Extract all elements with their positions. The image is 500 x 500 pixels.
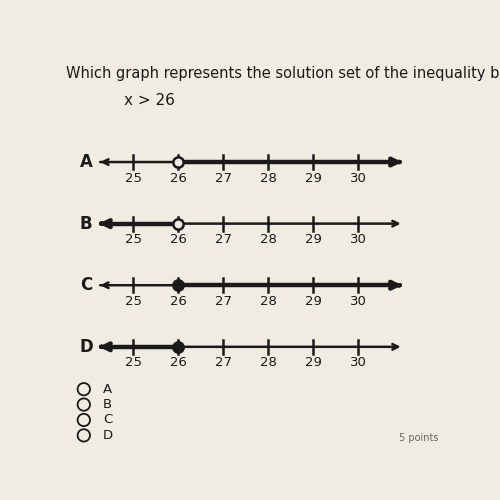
Text: C: C xyxy=(80,276,92,294)
Text: 25: 25 xyxy=(125,234,142,246)
Circle shape xyxy=(78,383,90,396)
Text: 28: 28 xyxy=(260,356,277,370)
Text: 29: 29 xyxy=(305,234,322,246)
Text: 5 points: 5 points xyxy=(399,433,438,443)
Text: 30: 30 xyxy=(350,234,367,246)
Text: 26: 26 xyxy=(170,356,187,370)
Text: 26: 26 xyxy=(170,234,187,246)
Text: A: A xyxy=(80,153,93,171)
Text: 27: 27 xyxy=(215,295,232,308)
Text: Which graph represents the solution set of the inequality below?: Which graph represents the solution set … xyxy=(66,66,500,81)
Text: x > 26: x > 26 xyxy=(124,92,176,108)
Text: 26: 26 xyxy=(170,295,187,308)
Text: D: D xyxy=(103,429,114,442)
Point xyxy=(174,220,182,228)
Text: C: C xyxy=(103,414,113,426)
Text: 30: 30 xyxy=(350,295,367,308)
Circle shape xyxy=(78,429,90,442)
Text: B: B xyxy=(80,214,92,232)
Point xyxy=(174,158,182,166)
Text: 30: 30 xyxy=(350,356,367,370)
Text: 26: 26 xyxy=(170,172,187,184)
Text: 30: 30 xyxy=(350,172,367,184)
Text: 29: 29 xyxy=(305,172,322,184)
Text: D: D xyxy=(80,338,94,356)
Text: 25: 25 xyxy=(125,356,142,370)
Text: 28: 28 xyxy=(260,234,277,246)
Text: 27: 27 xyxy=(215,356,232,370)
Text: 29: 29 xyxy=(305,295,322,308)
Circle shape xyxy=(78,414,90,426)
Point xyxy=(174,281,182,289)
Text: 28: 28 xyxy=(260,172,277,184)
Point xyxy=(174,343,182,351)
Circle shape xyxy=(78,398,90,410)
Text: 27: 27 xyxy=(215,234,232,246)
Text: 25: 25 xyxy=(125,295,142,308)
Text: 25: 25 xyxy=(125,172,142,184)
Text: 28: 28 xyxy=(260,295,277,308)
Text: B: B xyxy=(103,398,113,411)
Text: 29: 29 xyxy=(305,356,322,370)
Text: 27: 27 xyxy=(215,172,232,184)
Text: A: A xyxy=(103,382,113,396)
